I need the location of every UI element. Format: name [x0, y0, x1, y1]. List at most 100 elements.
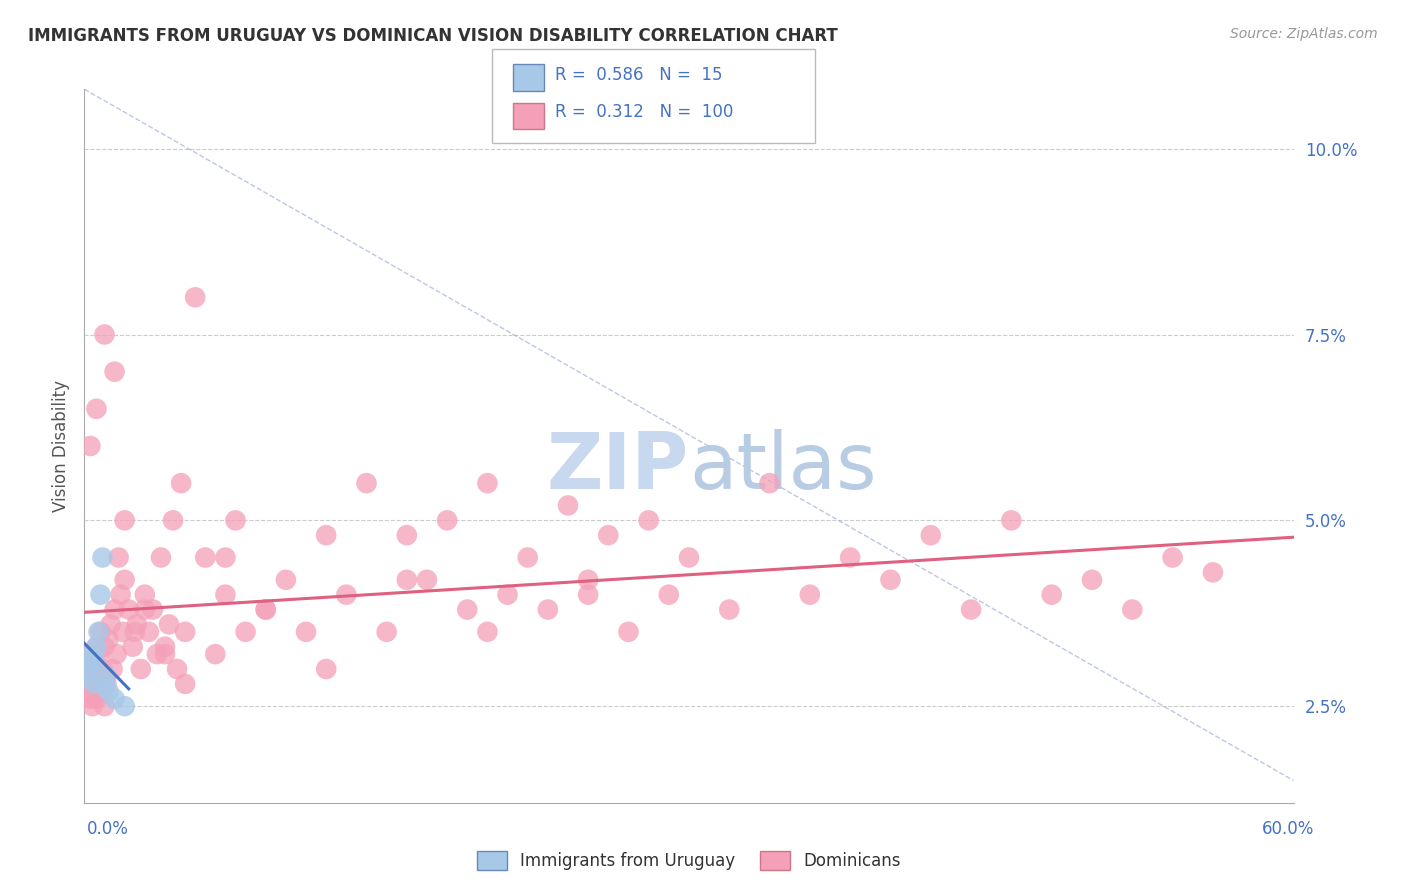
Point [107, 550, 129, 565]
Text: atlas: atlas [689, 429, 876, 506]
Point [395, 573, 418, 587]
Point [91, 550, 114, 565]
Text: R =  0.312   N =  100: R = 0.312 N = 100 [555, 103, 734, 120]
Text: Source: ZipAtlas.com: Source: ZipAtlas.com [1230, 27, 1378, 41]
Text: 60.0%: 60.0% [1263, 820, 1315, 838]
Point [678, 550, 700, 565]
Point [214, 588, 236, 602]
Point [170, 476, 193, 491]
Point [576, 588, 599, 602]
Point [100, 617, 122, 632]
Point [920, 528, 942, 542]
Point [960, 602, 983, 616]
Point [637, 513, 659, 527]
Text: 0.0%: 0.0% [87, 820, 129, 838]
Point [105, 647, 128, 661]
Point [75, 669, 97, 683]
Point [97, 684, 120, 698]
Y-axis label: Vision Disability: Vision Disability [52, 380, 70, 512]
Point [101, 662, 124, 676]
Point [254, 602, 277, 616]
Point [1040, 588, 1063, 602]
Point [315, 662, 337, 676]
Legend: Immigrants from Uruguay, Dominicans: Immigrants from Uruguay, Dominicans [470, 844, 908, 877]
Point [477, 476, 499, 491]
Point [93, 640, 115, 654]
Point [225, 513, 247, 527]
Point [86, 691, 108, 706]
Point [87, 624, 110, 639]
Point [157, 617, 180, 632]
Point [97, 632, 120, 647]
Point [149, 550, 172, 565]
Point [557, 499, 579, 513]
Point [456, 602, 478, 616]
Point [87, 669, 110, 683]
Point [162, 513, 184, 527]
Point [166, 662, 188, 676]
Point [79, 669, 101, 683]
Point [104, 602, 127, 616]
Point [1000, 513, 1022, 527]
Point [91, 684, 114, 698]
Point [89, 624, 111, 639]
Text: IMMIGRANTS FROM URUGUAY VS DOMINICAN VISION DISABILITY CORRELATION CHART: IMMIGRANTS FROM URUGUAY VS DOMINICAN VIS… [28, 27, 838, 45]
Point [254, 602, 277, 616]
Point [89, 677, 111, 691]
Point [758, 476, 780, 491]
Point [315, 528, 337, 542]
Point [138, 624, 160, 639]
Point [111, 624, 134, 639]
Point [477, 624, 499, 639]
Point [93, 699, 115, 714]
Point [83, 677, 105, 691]
Point [295, 624, 318, 639]
Point [658, 588, 681, 602]
Point [1202, 566, 1225, 580]
Point [83, 655, 105, 669]
Point [617, 624, 640, 639]
Point [118, 602, 141, 616]
Point [356, 476, 378, 491]
Point [86, 401, 108, 416]
Point [879, 573, 901, 587]
Point [1161, 550, 1184, 565]
Point [598, 528, 620, 542]
Point [114, 513, 136, 527]
Point [436, 513, 458, 527]
Point [104, 365, 127, 379]
Point [83, 655, 105, 669]
Point [110, 588, 132, 602]
Point [184, 290, 207, 304]
Point [516, 550, 538, 565]
Point [82, 647, 104, 661]
Point [134, 588, 156, 602]
Point [79, 439, 101, 453]
Point [204, 647, 226, 661]
Point [91, 662, 114, 676]
Point [121, 640, 143, 654]
Point [77, 647, 100, 661]
Point [375, 624, 398, 639]
Point [335, 588, 357, 602]
Point [142, 602, 165, 616]
Text: R =  0.586   N =  15: R = 0.586 N = 15 [555, 66, 723, 84]
Point [718, 602, 741, 616]
Text: ZIP: ZIP [547, 429, 689, 506]
Point [1081, 573, 1104, 587]
Point [114, 699, 136, 714]
Point [75, 677, 97, 691]
Point [96, 677, 118, 691]
Point [799, 588, 821, 602]
Point [82, 699, 104, 714]
Point [82, 662, 104, 676]
Point [174, 624, 197, 639]
Point [235, 624, 257, 639]
Point [1121, 602, 1143, 616]
Point [576, 573, 599, 587]
Point [86, 640, 108, 654]
Point [153, 647, 176, 661]
Point [93, 677, 115, 691]
Point [77, 684, 100, 698]
Point [89, 588, 111, 602]
